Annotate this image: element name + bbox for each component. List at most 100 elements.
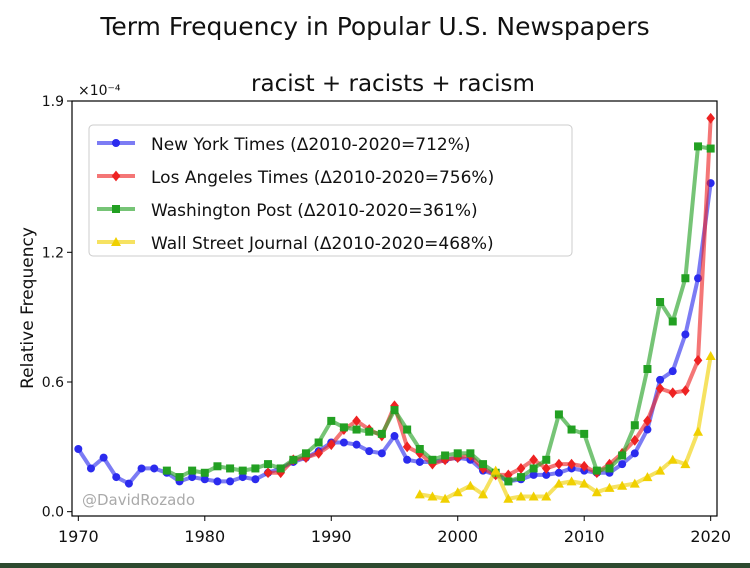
data-point (403, 455, 412, 464)
data-point (365, 427, 374, 436)
data-point (427, 491, 438, 501)
x-tick-label: 1980 (184, 527, 225, 546)
data-point (656, 375, 665, 384)
legend-label: New York Times (Δ2010-2020=712%) (151, 135, 471, 155)
y-tick-label: 0.6 (42, 375, 64, 391)
data-point (289, 455, 298, 464)
legend-box (88, 124, 573, 257)
legend-item: Los Angeles Times (Δ2010-2020=756%) (97, 168, 494, 188)
y-tick-label: 0.0 (42, 505, 64, 521)
data-point (251, 464, 260, 473)
data-point (642, 472, 653, 482)
data-point (339, 438, 348, 447)
y-axis-label: Relative Frequency (18, 227, 38, 389)
data-point (264, 460, 273, 469)
data-point (352, 440, 361, 449)
data-point (694, 274, 703, 283)
data-point (314, 447, 323, 459)
data-point (238, 473, 247, 482)
data-point (390, 432, 399, 441)
data-point (553, 478, 564, 488)
data-point (515, 491, 526, 501)
data-point (339, 423, 348, 432)
data-point (542, 455, 551, 464)
data-point (415, 444, 424, 453)
data-point (617, 480, 628, 490)
data-point (579, 460, 589, 472)
data-point (162, 466, 171, 475)
data-point (630, 421, 639, 430)
bottom-border (0, 563, 750, 568)
data-point (327, 416, 336, 425)
data-point (528, 491, 539, 501)
data-point (276, 464, 285, 473)
data-point (441, 451, 450, 460)
data-point (238, 466, 247, 475)
data-point (554, 458, 564, 470)
data-point (403, 425, 412, 434)
data-point (668, 367, 677, 376)
data-point (390, 400, 399, 412)
data-point (681, 330, 690, 339)
data-point (630, 449, 639, 458)
data-point (618, 460, 627, 469)
series-group (74, 112, 716, 503)
data-point (503, 493, 514, 503)
data-point (681, 274, 690, 283)
data-point (567, 458, 576, 470)
data-point (705, 351, 716, 361)
data-point (137, 464, 146, 473)
legend-item: New York Times (Δ2010-2020=712%) (97, 135, 471, 155)
data-point (643, 365, 652, 374)
data-point (466, 449, 475, 458)
data-point (226, 477, 235, 486)
data-point (605, 458, 614, 470)
data-point (667, 454, 678, 464)
data-point (618, 451, 627, 460)
data-point (656, 298, 665, 307)
data-point (554, 410, 563, 419)
data-point (479, 460, 488, 469)
data-point (516, 473, 525, 482)
legend: New York Times (Δ2010-2020=712%) Los Ange… (88, 124, 573, 257)
data-point (175, 473, 184, 482)
y-tick-label: 1.2 (42, 245, 64, 261)
data-point (566, 476, 577, 486)
data-point (111, 237, 121, 246)
data-point (453, 449, 462, 458)
data-point (352, 415, 361, 427)
y-tick-label: 1.9 (42, 94, 64, 110)
data-point (541, 463, 551, 474)
data-point (478, 489, 489, 499)
data-point (365, 447, 374, 456)
data-point (529, 464, 538, 473)
data-point (453, 452, 463, 464)
data-point (605, 464, 614, 473)
page-title: Term Frequency in Popular U.S. Newspaper… (100, 12, 650, 41)
series-triangle (414, 351, 716, 503)
data-point (188, 466, 197, 475)
legend-label: Los Angeles Times (Δ2010-2020=756%) (151, 168, 494, 188)
data-point (643, 415, 652, 427)
data-point (301, 449, 310, 458)
data-point (301, 452, 311, 464)
data-point (440, 493, 451, 503)
data-point (541, 491, 552, 501)
data-point (655, 465, 666, 475)
data-point (314, 438, 323, 447)
legend-item: Wall Street Journal (Δ2010-2020=468%) (97, 234, 494, 254)
data-point (263, 467, 273, 479)
data-point (377, 449, 386, 458)
data-point (86, 464, 95, 473)
data-point (693, 426, 704, 436)
data-point (150, 464, 159, 473)
data-point (567, 425, 576, 434)
data-point (591, 487, 602, 497)
data-point (680, 459, 691, 469)
data-point (580, 429, 589, 438)
data-point (377, 429, 386, 438)
data-point (529, 470, 538, 479)
data-point (414, 489, 425, 499)
data-point (693, 354, 703, 366)
data-point (390, 406, 399, 415)
